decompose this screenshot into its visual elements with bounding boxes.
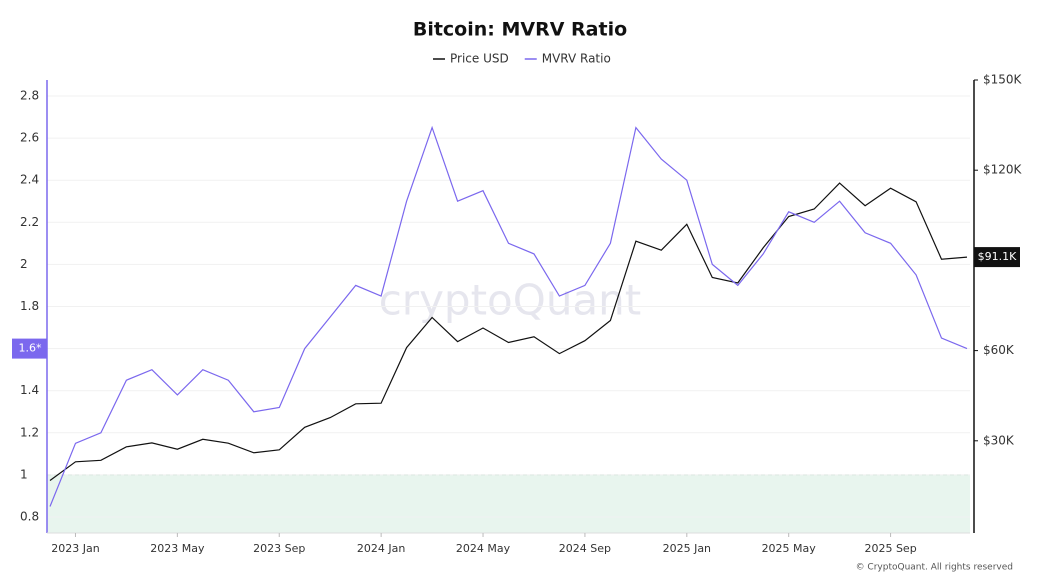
y-tick-label: 1.8 (20, 299, 39, 313)
x-tick-label: 2024 May (456, 542, 511, 555)
current-value-badge (974, 247, 1020, 268)
legend-label: MVRV Ratio (542, 52, 611, 66)
x-tick-label: 2024 Jan (357, 542, 405, 555)
y-tick-label: 1.4 (20, 383, 39, 397)
y-tick-label: 2.4 (20, 173, 39, 187)
x-tick-label: 2023 Jan (51, 542, 99, 555)
fair-value-band (47, 474, 970, 533)
x-tick-label: 2025 Jan (663, 542, 711, 555)
x-tick-label: 2024 Sep (559, 542, 611, 555)
y2-tick-label: $30K (983, 433, 1015, 447)
y2-tick-label: $150K (983, 73, 1023, 87)
current-value-label: $91.1K (978, 250, 1017, 263)
x-tick-label: 2025 May (762, 542, 817, 555)
y-tick-label: 2.8 (20, 88, 39, 102)
current-value-label: 1.6* (19, 342, 42, 355)
current-value-badge (12, 338, 47, 359)
x-tick-label: 2023 May (150, 542, 205, 555)
y-tick-label: 2.6 (20, 131, 39, 145)
legend-label: Price USD (450, 52, 509, 66)
x-tick-label: 2025 Sep (864, 542, 916, 555)
series-line (49, 125, 968, 507)
y-tick-label: 2.2 (20, 215, 39, 229)
y-tick-label: 0.8 (20, 510, 39, 524)
y2-tick-label: $120K (983, 163, 1023, 177)
y2-tick-label: $60K (983, 343, 1015, 357)
chart-title: Bitcoin: MVRV Ratio (413, 19, 627, 41)
y-tick-label: 1.2 (20, 425, 39, 439)
watermark: cryptoQuant (379, 276, 642, 325)
y-tick-label: 1 (20, 467, 28, 481)
x-tick-label: 2023 Sep (253, 542, 305, 555)
y-tick-label: 2 (20, 257, 28, 271)
series-line (49, 182, 968, 481)
credit: © CryptoQuant. All rights reserved (856, 563, 1013, 573)
